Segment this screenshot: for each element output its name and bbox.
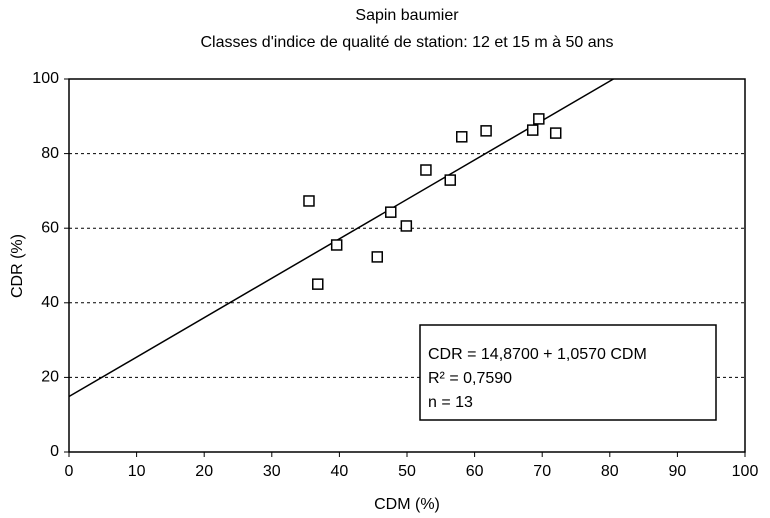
x-tick-label: 100 (732, 463, 759, 480)
point (400, 220, 413, 232)
point (330, 239, 343, 251)
y-tick-label: 80 (41, 145, 59, 162)
x-tick-label: 80 (601, 463, 619, 480)
y-tick-label: 0 (50, 443, 59, 460)
y-tick-label: 20 (41, 369, 59, 386)
regression-line (68, 78, 614, 398)
x-tick-label: 50 (398, 463, 416, 480)
x-tick-label: 70 (533, 463, 551, 480)
point (533, 113, 545, 125)
y-tick-label: 100 (32, 70, 59, 87)
annotation: n = 13 (428, 394, 473, 411)
y-tick-label: 60 (41, 219, 59, 236)
y-axis-label: CDR (%) (9, 234, 26, 298)
annotation: CDR = 14,8700 + 1,0570 CDM (428, 346, 647, 363)
point (526, 124, 539, 136)
plot-frame (68, 78, 746, 453)
point (420, 164, 432, 176)
y-tick-label: 40 (41, 294, 59, 311)
point (549, 127, 562, 139)
point (385, 206, 397, 218)
x-tick-label: 20 (195, 463, 213, 480)
point (456, 131, 468, 143)
annotation-box (419, 324, 717, 421)
x-tick-label: 40 (331, 463, 349, 480)
point (480, 125, 492, 137)
point (303, 195, 315, 207)
chart-subtitle: Classes d'indice de qualité de station: … (200, 34, 613, 51)
x-axis-label: CDM (%) (374, 496, 440, 513)
x-tick-label: 0 (65, 463, 74, 480)
x-tick-label: 90 (669, 463, 687, 480)
x-tick-label: 30 (263, 463, 281, 480)
x-tick-label: 10 (128, 463, 146, 480)
point (312, 278, 324, 290)
point (444, 174, 457, 186)
point (371, 251, 384, 263)
x-tick-label: 60 (466, 463, 484, 480)
chart-title: Sapin baumier (355, 7, 459, 24)
annotation: R² = 0,7590 (428, 370, 512, 387)
